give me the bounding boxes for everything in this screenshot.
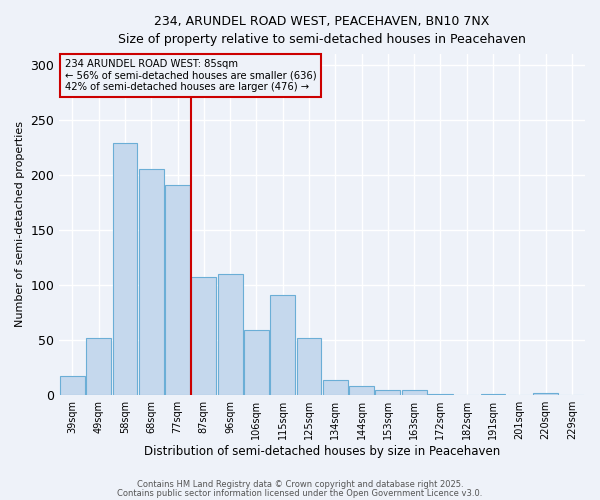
Bar [323, 380, 348, 394]
Bar [165, 185, 190, 394]
Bar [191, 277, 217, 394]
Y-axis label: Number of semi-detached properties: Number of semi-detached properties [15, 122, 25, 328]
Bar [296, 338, 322, 394]
Text: Contains public sector information licensed under the Open Government Licence v3: Contains public sector information licen… [118, 488, 482, 498]
Bar [139, 170, 164, 394]
Bar [244, 330, 269, 394]
Text: Contains HM Land Registry data © Crown copyright and database right 2025.: Contains HM Land Registry data © Crown c… [137, 480, 463, 489]
Title: 234, ARUNDEL ROAD WEST, PEACEHAVEN, BN10 7NX
Size of property relative to semi-d: 234, ARUNDEL ROAD WEST, PEACEHAVEN, BN10… [118, 15, 526, 46]
Bar [401, 390, 427, 394]
Bar [86, 338, 111, 394]
Bar [60, 376, 85, 394]
Bar [218, 274, 242, 394]
Bar [270, 294, 295, 394]
Bar [533, 392, 558, 394]
X-axis label: Distribution of semi-detached houses by size in Peacehaven: Distribution of semi-detached houses by … [144, 444, 500, 458]
Bar [113, 143, 137, 395]
Bar [376, 390, 400, 394]
Text: 234 ARUNDEL ROAD WEST: 85sqm
← 56% of semi-detached houses are smaller (636)
42%: 234 ARUNDEL ROAD WEST: 85sqm ← 56% of se… [65, 59, 316, 92]
Bar [349, 386, 374, 394]
